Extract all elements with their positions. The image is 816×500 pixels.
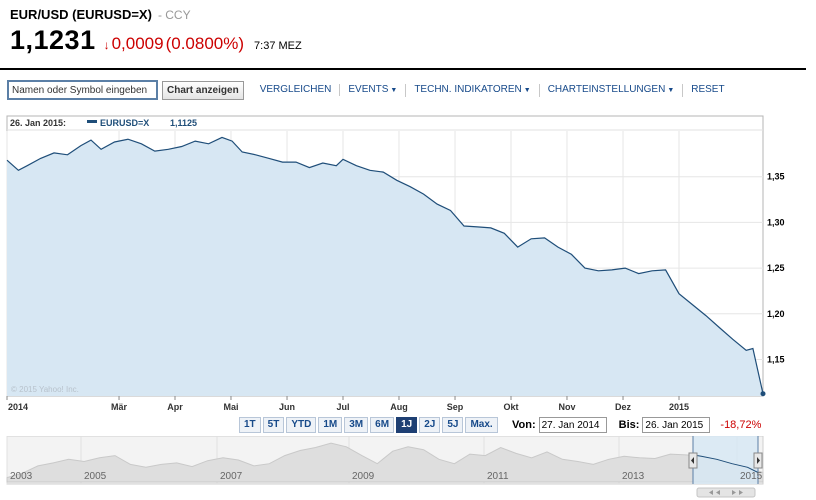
to-label: Bis: (618, 419, 640, 431)
x-axis: 2014 Mär Apr Mai Jun Jul Aug Sep Okt Nov Dez 2015 (6, 396, 689, 412)
price-chart[interactable]: 26. Jan 2015: EURUSD=X 1,1125 © 2015 Yah… (0, 110, 816, 412)
show-chart-button[interactable]: Chart anzeigen (162, 80, 244, 100)
x-tick-label: Nov (558, 402, 575, 412)
x-tick-label: Jun (279, 402, 295, 412)
x-tick-label: 2015 (669, 402, 689, 412)
quote-time: 7:37 MEZ (254, 40, 302, 52)
to-date-input[interactable] (642, 417, 711, 433)
range-5t-button[interactable]: 5T (262, 417, 285, 433)
navigator-year-label: 2003 (10, 471, 33, 482)
caret-down-icon: ▼ (523, 86, 531, 94)
range-1m-button[interactable]: 1M (318, 417, 343, 433)
date-range: Von: Bis: -18,72% (512, 417, 761, 433)
scroll-arrows-icon (709, 490, 743, 495)
compare-label: VERGLEICHEN (259, 84, 332, 95)
y-tick-label: 1,15 (767, 354, 785, 364)
range-1j-button[interactable]: 1J (396, 417, 418, 433)
events-menu[interactable]: EVENTS ▼ (340, 83, 407, 97)
x-tick-label: Aug (390, 402, 408, 412)
navigator-year-label: 2007 (220, 471, 243, 482)
range-change-percent: -18,72% (720, 419, 762, 431)
y-tick-label: 1,35 (767, 172, 785, 182)
legend-series-name: EURUSD=X (100, 118, 149, 128)
exchange-label: - CCY (157, 8, 191, 22)
reset-link[interactable]: RESET (683, 84, 732, 96)
navigator-left-handle[interactable] (688, 436, 698, 484)
y-tick-label: 1,20 (767, 309, 785, 319)
symbol-name: EUR/USD (EURUSD=X) (10, 7, 152, 22)
navigator-area (6, 442, 764, 483)
navigator-scrollbar[interactable] (696, 487, 756, 498)
quote-summary: 1,1231 ↓ 0,0009 (0.0800%) 7:37 MEZ (10, 25, 302, 56)
y-tick-label: 1,30 (767, 217, 785, 227)
chevron-right-icon (757, 457, 760, 464)
from-label: Von: (512, 419, 536, 431)
x-tick-label: Dez (615, 402, 632, 412)
header-divider (0, 68, 806, 70)
legend-swatch (87, 120, 97, 123)
navigator-right-handle[interactable] (753, 436, 763, 484)
legend-date: 26. Jan 2015: (10, 118, 66, 128)
events-label: EVENTS (348, 83, 389, 95)
range-5j-button[interactable]: 5J (442, 417, 464, 433)
range-max-button[interactable]: Max. (465, 417, 498, 433)
price-change: 0,0009 (111, 34, 164, 53)
caret-down-icon: ▼ (390, 86, 398, 94)
from-date-input[interactable] (538, 417, 607, 433)
price-line (6, 136, 764, 394)
symbol-search-input[interactable] (7, 80, 158, 100)
chevron-left-icon (691, 457, 694, 464)
technical-indicators-menu[interactable]: TECHN. INDIKATOREN ▼ (406, 83, 540, 97)
navigator-selection[interactable] (693, 436, 758, 484)
chart-settings-menu[interactable]: CHARTEINSTELLUNGEN ▼ (540, 83, 684, 97)
x-tick-label: Apr (167, 402, 183, 412)
range-1t-button[interactable]: 1T (239, 417, 261, 433)
navigator-selection-line (692, 454, 759, 473)
reset-label: RESET (691, 84, 725, 95)
quote-title: EUR/USD (EURUSD=X) - CCY (10, 7, 191, 22)
time-navigator[interactable]: 2003 2005 2007 2009 2011 2013 2015 (0, 436, 816, 500)
y-tick-label: 1,25 (767, 263, 785, 273)
technical-indicators-label: TECHN. INDIKATOREN (414, 83, 522, 95)
compare-link[interactable]: VERGLEICHEN (252, 84, 341, 96)
legend-series-value: 1,1125 (170, 118, 197, 128)
x-tick-label: Jul (336, 402, 349, 412)
range-selector: 1T 5T YTD 1M 3M 6M 1J 2J 5J Max. (239, 417, 500, 433)
navigator-year-label: 2013 (622, 471, 645, 482)
navigator-year-label: 2005 (84, 471, 107, 482)
navigator-year-label: 2015 (740, 471, 763, 482)
navigator-year-labels: 2003 2005 2007 2009 2011 2013 2015 (10, 471, 763, 482)
last-price-marker (760, 391, 766, 397)
y-axis: 1,35 1,30 1,25 1,20 1,15 (767, 172, 785, 365)
range-6m-button[interactable]: 6M (370, 417, 395, 433)
range-2j-button[interactable]: 2J (419, 417, 441, 433)
caret-down-icon: ▼ (667, 86, 675, 94)
navigator-year-label: 2011 (487, 471, 509, 482)
chart-settings-label: CHARTEINSTELLUNGEN (547, 83, 666, 95)
range-ytd-button[interactable]: YTD (286, 417, 317, 433)
range-3m-button[interactable]: 3M (344, 417, 369, 433)
price-change-percent: (0.0800%) (165, 34, 245, 53)
x-tick-label: Sep (447, 402, 464, 412)
last-price: 1,1231 (10, 25, 96, 55)
price-area (7, 137, 763, 396)
copyright-watermark: © 2015 Yahoo! Inc. (11, 385, 79, 394)
scrollbar-thumb[interactable] (696, 487, 756, 498)
chart-toolbar: Chart anzeigen VERGLEICHEN EVENTS▼ TECHN… (7, 79, 733, 101)
x-tick-label: Mär (111, 402, 128, 412)
x-tick-label: Okt (503, 402, 518, 412)
navigator-year-label: 2009 (352, 471, 375, 482)
x-tick-label: Mai (223, 402, 238, 412)
down-arrow-icon: ↓ (103, 38, 110, 52)
x-tick-label: 2014 (8, 402, 28, 412)
